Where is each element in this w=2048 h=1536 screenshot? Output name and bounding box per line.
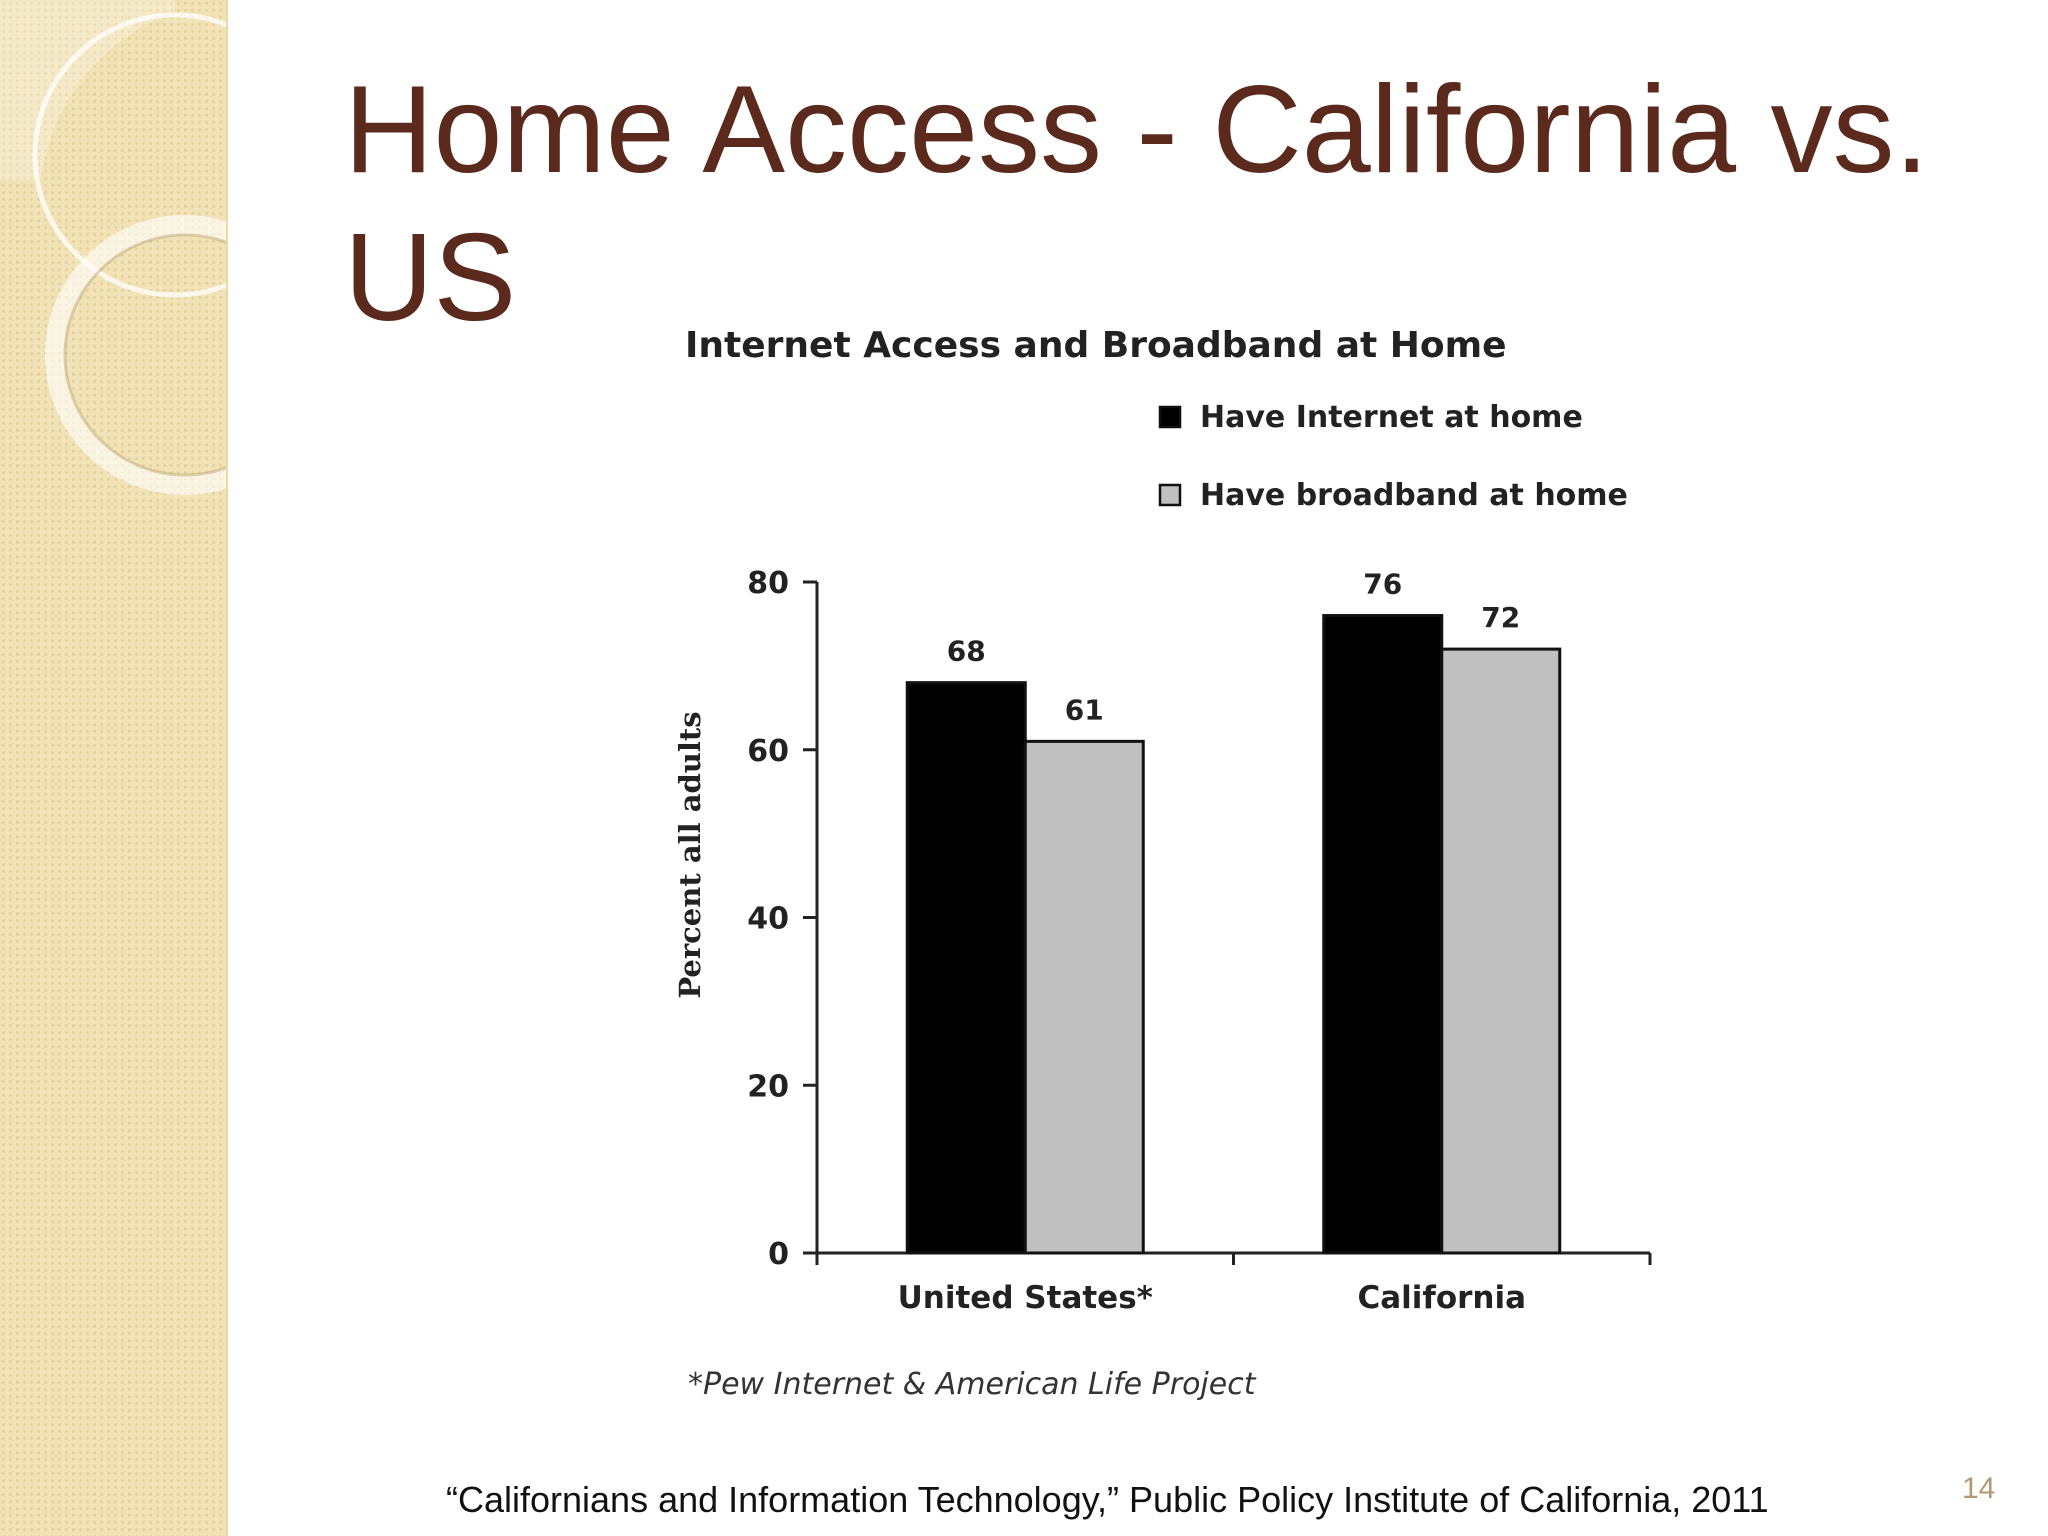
bar <box>1322 614 1444 1255</box>
chart-title: Internet Access and Broadband at Home <box>685 325 1507 366</box>
y-axis: 0 20 40 60 80 <box>747 566 819 1272</box>
bar-value-label: 72 <box>1481 601 1520 634</box>
citation: “Californians and Information Technology… <box>446 1479 1769 1520</box>
legend-swatch <box>1158 483 1182 507</box>
x-tick-label: United States* <box>898 1280 1153 1316</box>
chart-svg: Internet Access and Broadband at Home Ha… <box>673 325 1652 1402</box>
decorative-sidebar <box>0 0 228 1536</box>
page-number: 14 <box>1962 1472 1996 1505</box>
bar-value-label: 76 <box>1363 568 1402 601</box>
bar-value-label: 61 <box>1065 693 1104 726</box>
x-tick-label: California <box>1357 1280 1526 1316</box>
y-tick-label: 80 <box>747 566 789 601</box>
chart-legend: Have Internet at home Have broadband at h… <box>1158 400 1628 513</box>
y-tick-label: 60 <box>747 734 789 769</box>
bar <box>1440 647 1562 1255</box>
bar-chart: Internet Access and Broadband at Home Ha… <box>640 320 1760 1440</box>
slide-title: Home Access - California vs. US <box>344 61 1929 347</box>
sidebar-edge <box>226 0 228 1536</box>
y-tick-label: 20 <box>747 1069 789 1104</box>
legend-label: Have Internet at home <box>1200 400 1583 435</box>
bar-value-label: 68 <box>947 635 986 668</box>
x-axis: United States* California <box>815 1251 1652 1316</box>
y-tick-label: 40 <box>747 902 789 937</box>
y-axis-label: Percent all adults <box>673 711 707 998</box>
chart-footnote: *Pew Internet & American Life Project <box>688 1367 1257 1402</box>
bar <box>905 681 1027 1255</box>
bars: 68 61 76 72 <box>905 568 1562 1255</box>
bar <box>1023 739 1145 1255</box>
y-tick-label: 0 <box>768 1237 789 1272</box>
sidebar-circles-decoration <box>0 0 228 495</box>
legend-label: Have broadband at home <box>1200 478 1628 513</box>
legend-swatch <box>1158 405 1182 429</box>
